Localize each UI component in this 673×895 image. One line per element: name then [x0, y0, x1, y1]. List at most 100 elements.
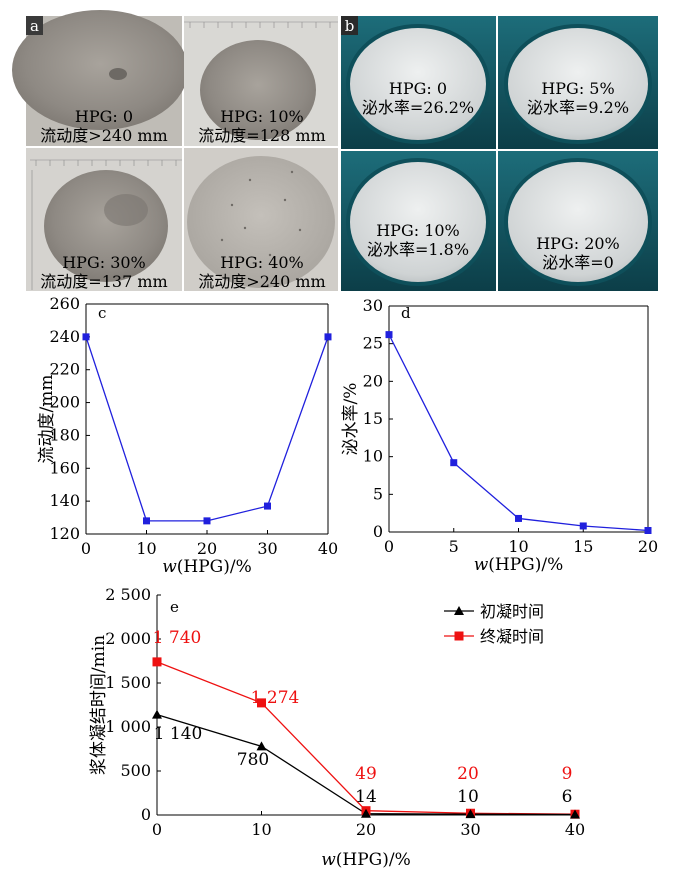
- x-tick-label: 30: [460, 820, 480, 839]
- photo-b2-line2: 泌水率=9.2%: [527, 98, 629, 117]
- data-point-final-set: [152, 657, 162, 667]
- y-tick-label: 140: [49, 491, 80, 510]
- photo-b3-line1: HPG: 10%: [376, 221, 460, 240]
- x-tick-label: 0: [384, 537, 394, 556]
- paste-a4: [187, 156, 335, 288]
- data-label-initial-set: 10: [457, 787, 479, 807]
- photo-a4-line1: HPG: 40%: [220, 253, 304, 272]
- chart-c: c 120 140 160 180 200 220 240 260 0 10 20 30 40 w(HPG)…: [37, 294, 338, 577]
- paste-a2: [200, 40, 316, 140]
- x-tick-label: 20: [638, 537, 658, 556]
- ruler-a3: [30, 159, 182, 290]
- data-point: [579, 522, 587, 530]
- y-tick-label: 25: [363, 334, 383, 353]
- data-point: [515, 514, 522, 522]
- x-tick-label: 30: [257, 539, 277, 558]
- data-point-final-set: [257, 698, 266, 708]
- series-line: [85, 336, 329, 522]
- data-label-final-set: 1 740: [153, 628, 202, 648]
- legend-marker-initial-set: [454, 606, 464, 615]
- photo-a3-line1: HPG: 30%: [62, 253, 146, 272]
- y-axis-label: 流动度/mm: [37, 375, 57, 464]
- panel-b-letter: b: [345, 17, 355, 35]
- data-label-initial-set: 6: [562, 787, 573, 807]
- y-tick-label: 160: [49, 458, 80, 477]
- legend-marker-final-set: [454, 631, 464, 641]
- series-line: [388, 334, 649, 532]
- data-label-initial-set: 780: [237, 750, 269, 770]
- photo-a1-line2: 流动度>240 mm: [40, 126, 167, 145]
- data-label-initial-set: 1 140: [154, 724, 203, 744]
- photo-b2-line1: HPG: 5%: [541, 79, 614, 98]
- photo-b4-line1: HPG: 20%: [536, 234, 620, 253]
- x-axis-label: w(HPG)/%: [321, 850, 411, 870]
- y-tick-label: 180: [49, 425, 80, 444]
- photo-a2-line2: 流动度=128 mm: [198, 126, 325, 145]
- chart-d: d 0 5 10 15 20 25 30 0 5 10 15 20 w(HPG)/% 泌水率/%: [341, 296, 658, 575]
- panel-letter: d: [401, 304, 411, 322]
- x-tick-label: 10: [136, 539, 156, 558]
- y-tick-label: 200: [49, 393, 80, 412]
- bucket-b4: [504, 158, 652, 286]
- x-tick-label: 40: [318, 539, 338, 558]
- data-point-initial-set: [152, 709, 162, 719]
- panel-letter: c: [98, 304, 106, 322]
- data-point: [143, 517, 150, 525]
- photo-a4-line2: 流动度>240 mm: [198, 272, 325, 291]
- y-tick-label: 260: [49, 294, 80, 313]
- y-tick-label: 1 500: [105, 673, 151, 692]
- data-point: [450, 459, 458, 467]
- panel-b-letter-box: [341, 16, 358, 35]
- chart-e: e 0 500 1 000 1 500 2 000 2 500 0 10 20 30 40 w(HPG)…: [89, 585, 585, 870]
- photo-b1-line1: HPG: 0: [389, 79, 447, 98]
- data-label-final-set: 49: [355, 764, 377, 784]
- data-point: [324, 333, 332, 341]
- y-tick-label: 240: [49, 327, 80, 346]
- x-tick-label: 10: [508, 537, 528, 556]
- y-tick-label: 0: [141, 805, 151, 824]
- legend-label-initial-set: 初凝时间: [480, 602, 544, 621]
- x-axis-label: w(HPG)/%: [474, 555, 564, 575]
- data-point-initial-set: [256, 741, 267, 751]
- paste-pores-a4: [220, 170, 302, 257]
- photo-b1-line2: 泌水率=26.2%: [362, 98, 474, 117]
- x-tick-label: 20: [356, 820, 376, 839]
- data-point-initial-set: [570, 809, 580, 819]
- photo-a3-line2: 流动度=137 mm: [40, 272, 167, 291]
- bucket-b3: [346, 158, 490, 286]
- panel-letter: e: [170, 598, 179, 616]
- data-point: [264, 502, 271, 510]
- data-point: [644, 526, 652, 534]
- data-point-initial-set: [361, 808, 371, 818]
- legend-label-final-set: 终凝时间: [480, 627, 544, 646]
- data-label-final-set: 9: [562, 764, 573, 784]
- x-tick-label: 20: [197, 539, 217, 558]
- y-tick-label: 220: [49, 360, 80, 379]
- y-tick-label: 500: [120, 761, 151, 780]
- x-tick-label: 40: [565, 820, 585, 839]
- photo-b3-line2: 泌水率=1.8%: [367, 240, 469, 259]
- panel-a-letter-box: [26, 16, 43, 35]
- x-tick-label: 5: [449, 537, 459, 556]
- data-point: [385, 331, 393, 339]
- photo-b4-line2: 泌水率=0: [542, 253, 614, 272]
- data-label-final-set: 20: [457, 764, 479, 784]
- y-tick-label: 2 500: [105, 585, 151, 604]
- y-tick-label: 0: [373, 522, 383, 541]
- bucket-b1: [346, 24, 490, 144]
- x-tick-label: 15: [573, 537, 593, 556]
- paste-a1: [12, 10, 188, 130]
- data-label-initial-set: 14: [355, 787, 377, 807]
- data-point: [82, 333, 90, 341]
- x-tick-label: 0: [152, 820, 162, 839]
- y-tick-label: 15: [363, 409, 383, 428]
- y-tick-label: 5: [373, 484, 383, 503]
- panel-a-letter: a: [30, 17, 39, 35]
- y-tick-label: 20: [363, 371, 383, 390]
- y-axis-label: 浆体凝结时间/min: [89, 635, 109, 775]
- x-tick-label: 0: [81, 539, 91, 558]
- y-axis-label: 泌水率/%: [341, 383, 361, 456]
- y-tick-label: 2 000: [105, 629, 151, 648]
